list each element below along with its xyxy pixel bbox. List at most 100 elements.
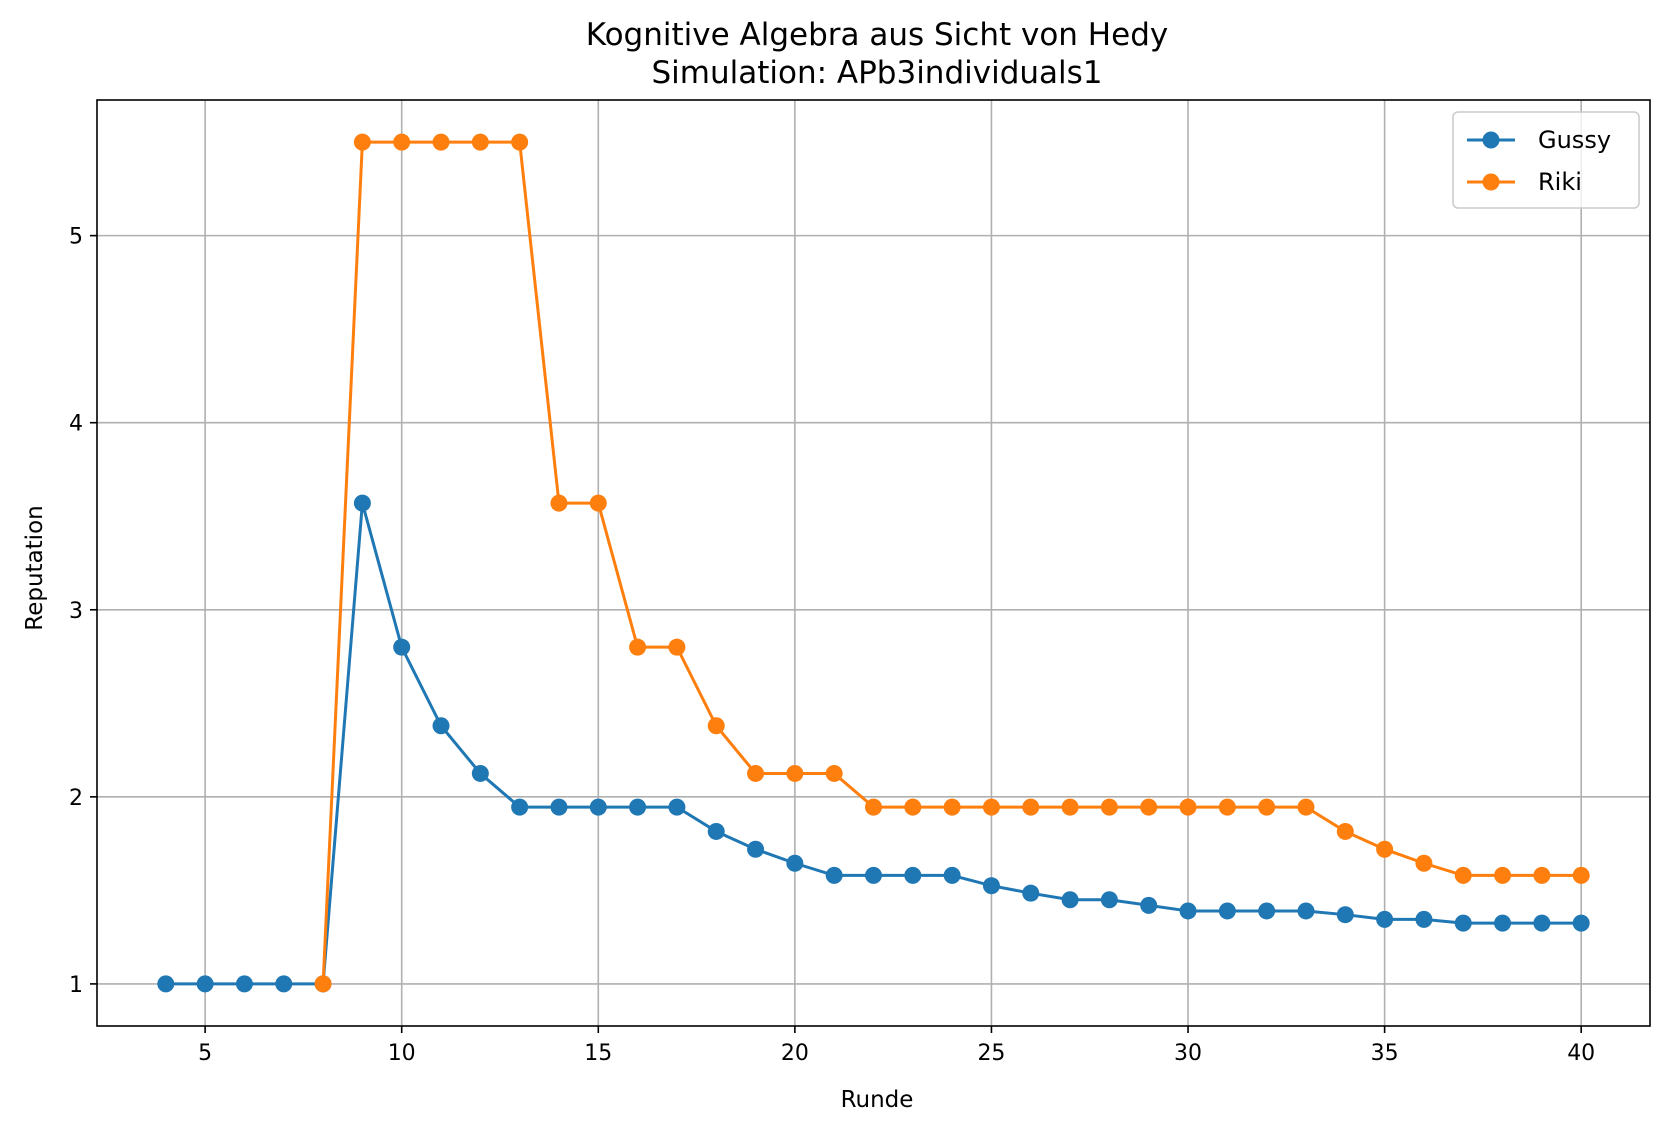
data-point-gussy bbox=[511, 798, 529, 816]
data-point-gussy bbox=[1572, 914, 1590, 932]
data-point-gussy bbox=[1022, 884, 1040, 902]
axis-ticks: 5 10 15 20 25 30 35 40 1 2 3 4 5 bbox=[69, 225, 1595, 1066]
data-point-gussy bbox=[904, 866, 922, 884]
grid bbox=[97, 100, 1650, 1026]
data-point-riki bbox=[904, 798, 922, 816]
data-point-riki bbox=[1061, 798, 1079, 816]
series-riki bbox=[314, 133, 1590, 993]
data-point-gussy bbox=[1454, 914, 1472, 932]
data-point-gussy bbox=[1415, 910, 1433, 928]
chart-subtitle: Simulation: APb3individuals1 bbox=[651, 55, 1102, 91]
data-point-riki bbox=[1494, 866, 1512, 884]
y-tick-label: 3 bbox=[69, 599, 83, 624]
data-point-riki bbox=[1533, 866, 1551, 884]
data-point-riki bbox=[707, 717, 725, 735]
data-point-gussy bbox=[1494, 914, 1512, 932]
data-point-gussy bbox=[1258, 902, 1276, 920]
data-point-gussy bbox=[157, 975, 175, 993]
data-point-gussy bbox=[1218, 902, 1236, 920]
x-tick-label: 5 bbox=[198, 1041, 212, 1066]
legend-item-gussy: Gussy bbox=[1467, 126, 1611, 154]
data-point-riki bbox=[1454, 866, 1472, 884]
data-point-gussy bbox=[1376, 910, 1394, 928]
data-point-riki bbox=[1376, 840, 1394, 858]
y-tick-label: 5 bbox=[69, 225, 83, 250]
data-point-riki bbox=[1179, 798, 1197, 816]
data-point-gussy bbox=[1533, 914, 1551, 932]
data-point-gussy bbox=[196, 975, 214, 993]
legend-marker-riki bbox=[1482, 173, 1500, 191]
y-tick-label: 1 bbox=[69, 973, 83, 998]
data-point-gussy bbox=[1297, 902, 1315, 920]
data-point-gussy bbox=[275, 975, 293, 993]
y-tick-label: 2 bbox=[69, 786, 83, 811]
y-tick-label: 4 bbox=[69, 412, 83, 437]
data-point-gussy bbox=[393, 638, 411, 656]
data-point-gussy bbox=[668, 798, 686, 816]
data-point-riki bbox=[865, 798, 882, 816]
data-point-riki bbox=[629, 638, 647, 656]
x-tick-label: 30 bbox=[1174, 1041, 1202, 1066]
data-point-riki bbox=[1297, 798, 1315, 816]
legend-box bbox=[1452, 111, 1640, 209]
data-point-gussy bbox=[353, 494, 371, 512]
data-point-riki bbox=[786, 764, 804, 782]
data-point-gussy bbox=[235, 975, 253, 993]
data-point-gussy bbox=[589, 798, 607, 816]
data-point-riki bbox=[1572, 866, 1590, 884]
data-point-gussy bbox=[982, 877, 1000, 895]
data-point-riki bbox=[747, 764, 765, 782]
data-point-riki bbox=[471, 133, 489, 151]
plot-frame bbox=[96, 99, 1651, 1027]
data-point-riki bbox=[1258, 798, 1276, 816]
data-point-gussy bbox=[432, 717, 450, 735]
x-tick-label: 20 bbox=[781, 1041, 809, 1066]
data-point-gussy bbox=[747, 840, 765, 858]
data-point-riki bbox=[353, 133, 371, 151]
data-point-gussy bbox=[1100, 891, 1118, 909]
x-tick-label: 15 bbox=[584, 1041, 612, 1066]
data-point-riki bbox=[943, 798, 961, 816]
data-point-riki bbox=[1415, 854, 1433, 872]
data-point-gussy bbox=[471, 764, 489, 782]
data-point-riki bbox=[432, 133, 450, 151]
data-point-riki bbox=[1336, 822, 1354, 840]
legend-item-riki: Riki bbox=[1467, 168, 1582, 196]
data-point-riki bbox=[1140, 798, 1158, 816]
legend-label-riki: Riki bbox=[1538, 168, 1582, 196]
data-point-riki bbox=[1218, 798, 1236, 816]
data-point-gussy bbox=[1061, 891, 1079, 909]
data-point-riki bbox=[1022, 798, 1040, 816]
x-tick-label: 35 bbox=[1371, 1041, 1399, 1066]
data-point-gussy bbox=[865, 866, 882, 884]
data-point-gussy bbox=[786, 854, 804, 872]
plot-series bbox=[157, 133, 1590, 993]
data-point-gussy bbox=[629, 798, 647, 816]
data-point-riki bbox=[825, 764, 843, 782]
data-point-gussy bbox=[1179, 902, 1197, 920]
data-point-gussy bbox=[943, 866, 961, 884]
data-point-gussy bbox=[1336, 906, 1354, 924]
data-point-riki bbox=[982, 798, 1000, 816]
chart-title: Kognitive Algebra aus Sicht von Hedy bbox=[586, 17, 1168, 53]
data-point-gussy bbox=[707, 822, 725, 840]
data-point-gussy bbox=[1140, 896, 1158, 914]
legend: Gussy Riki bbox=[1452, 111, 1640, 209]
data-point-gussy bbox=[550, 798, 568, 816]
x-tick-label: 25 bbox=[977, 1041, 1005, 1066]
data-point-riki bbox=[511, 133, 529, 151]
y-axis-label: Reputation bbox=[22, 505, 48, 630]
series-gussy bbox=[157, 494, 1590, 993]
data-point-riki bbox=[668, 638, 686, 656]
legend-label-gussy: Gussy bbox=[1538, 126, 1611, 154]
data-point-riki bbox=[393, 133, 411, 151]
data-point-riki bbox=[314, 975, 332, 993]
data-point-riki bbox=[1100, 798, 1118, 816]
data-point-riki bbox=[589, 494, 607, 512]
x-tick-label: 10 bbox=[388, 1041, 416, 1066]
x-axis-label: Runde bbox=[841, 1087, 914, 1113]
x-tick-label: 40 bbox=[1567, 1041, 1595, 1066]
legend-marker-gussy bbox=[1482, 131, 1500, 149]
